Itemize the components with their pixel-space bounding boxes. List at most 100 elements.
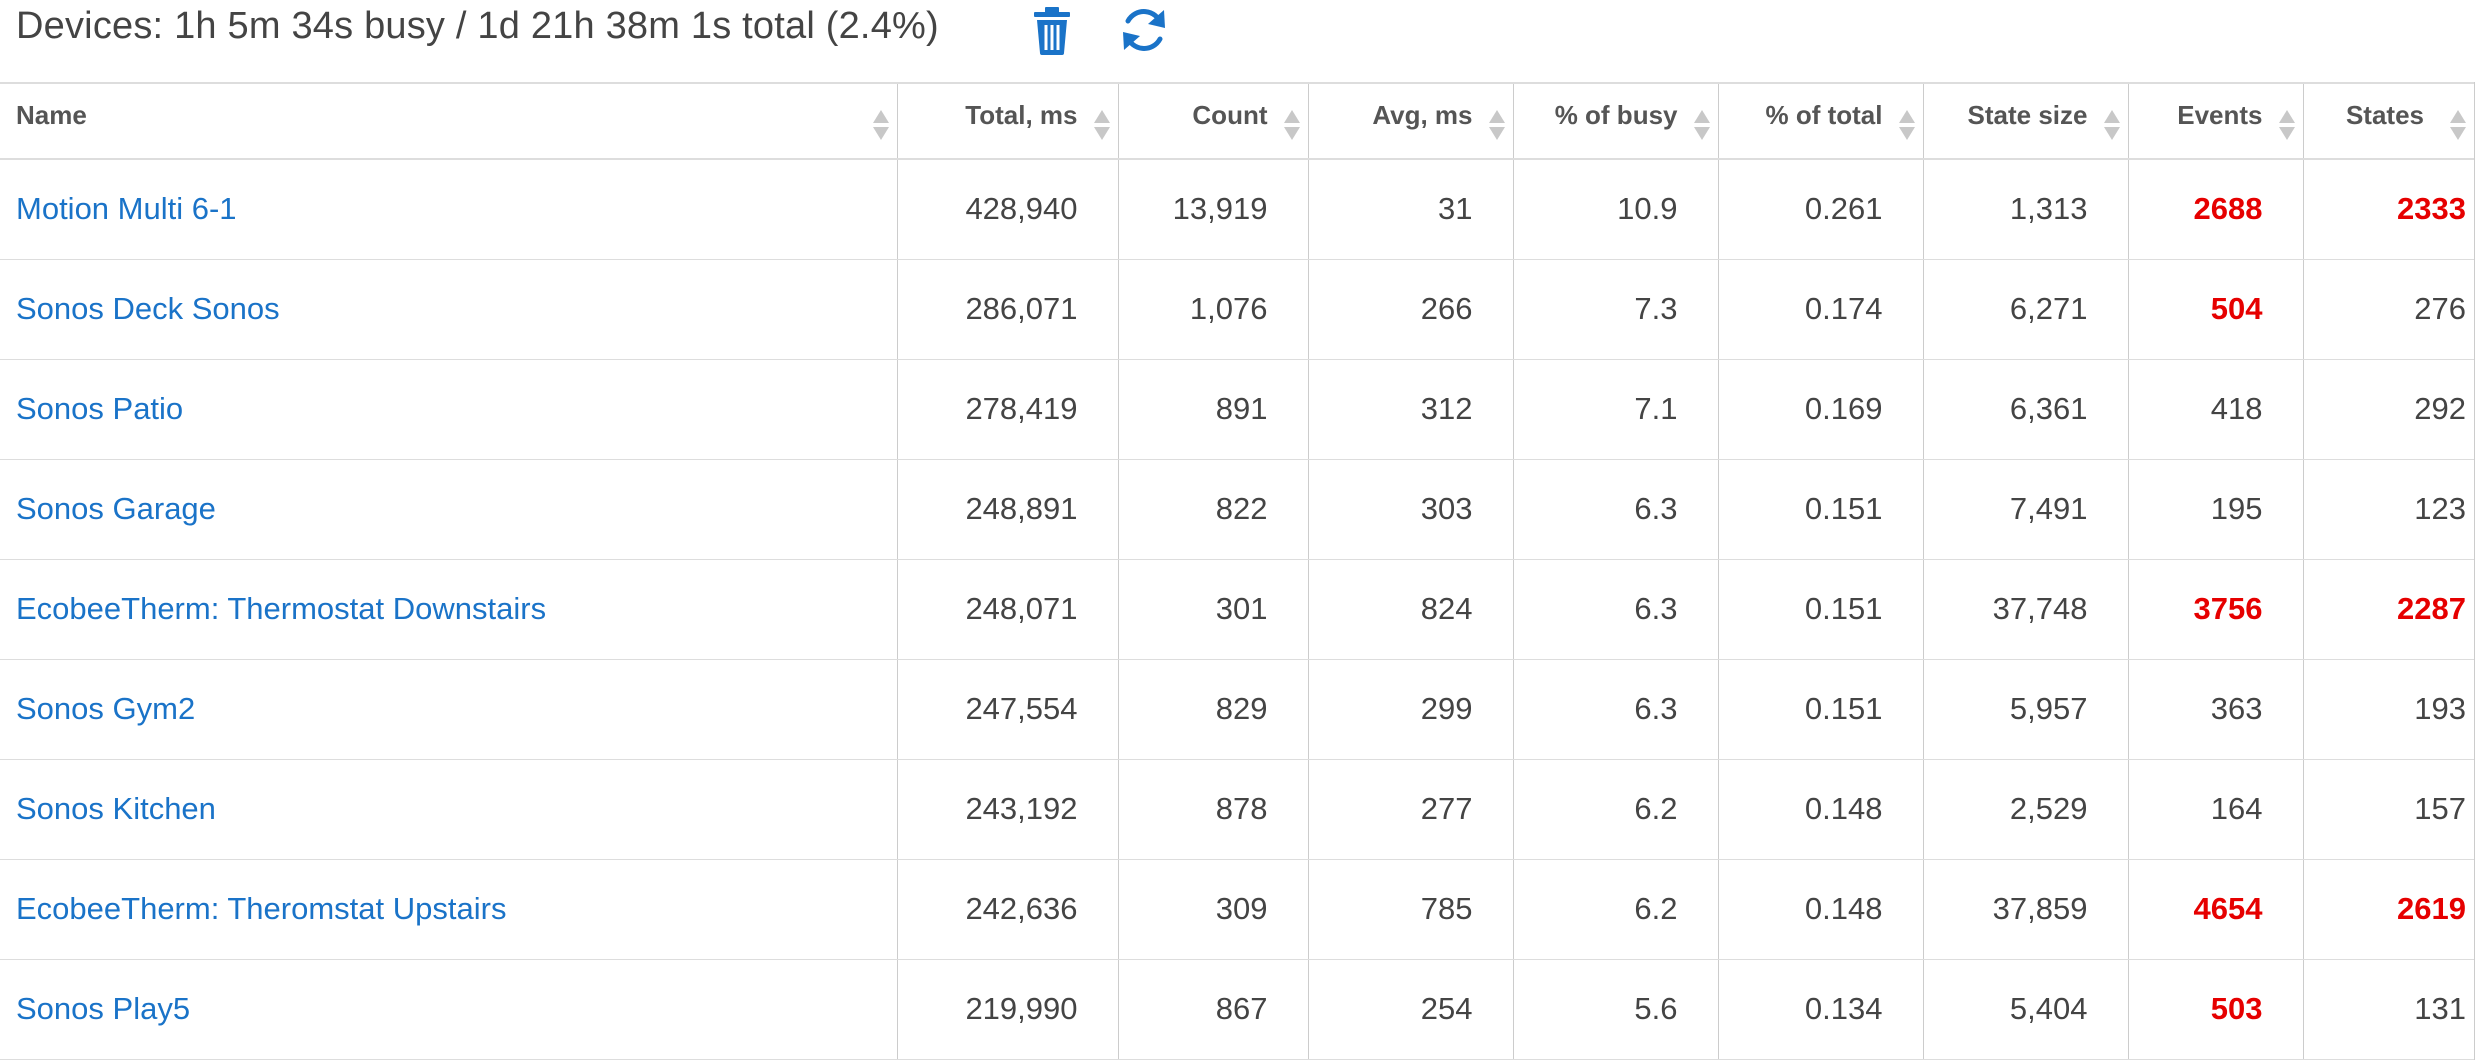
count-cell: 829: [1117, 659, 1308, 760]
column-header-states[interactable]: States: [2302, 82, 2474, 160]
pct-total-cell: 0.261: [1717, 159, 1923, 260]
pct-total-cell: 0.169: [1717, 359, 1923, 460]
states-cell: 123: [2302, 459, 2474, 560]
sort-icon[interactable]: [2103, 110, 2120, 144]
sort-icon[interactable]: [1488, 110, 1505, 144]
column-header-pct-total[interactable]: % of total: [1717, 82, 1923, 160]
total-ms-cell: 248,071: [896, 559, 1118, 660]
count-cell: 301: [1117, 559, 1308, 660]
states-cell: 276: [2302, 259, 2474, 360]
states-cell: 292: [2302, 359, 2474, 460]
total-ms-cell: 242,636: [896, 859, 1118, 960]
total-ms-cell: 248,891: [896, 459, 1118, 560]
pct-busy-cell: 7.3: [1512, 259, 1718, 360]
sort-icon[interactable]: [2278, 110, 2295, 144]
pct-total-cell: 0.148: [1717, 859, 1923, 960]
states-cell: 193: [2302, 659, 2474, 760]
device-link[interactable]: EcobeeTherm: Theromstat Upstairs: [16, 891, 507, 926]
device-name-cell: Sonos Kitchen: [0, 759, 897, 860]
avg-ms-cell: 824: [1307, 559, 1513, 660]
device-link[interactable]: Sonos Gym2: [16, 691, 196, 726]
events-cell: 363: [2127, 659, 2303, 760]
sort-icon[interactable]: [1283, 110, 1300, 144]
column-header-state-size[interactable]: State size: [1922, 82, 2128, 160]
pct-total-cell: 0.174: [1717, 259, 1923, 360]
device-link[interactable]: Sonos Play5: [16, 991, 191, 1026]
device-link[interactable]: Sonos Kitchen: [16, 791, 216, 826]
table-row: Sonos Play5 219,990 867 254 5.6 0.134 5,404 503…: [0, 959, 2474, 1060]
device-link[interactable]: Sonos Patio: [16, 391, 184, 426]
table-row: Sonos Patio 278,419 891 312 7.1 0.169 6,361 418…: [0, 359, 2474, 460]
devices-table: Name Total, ms Count Avg, ms % of busy %…: [0, 82, 2474, 1060]
table-row: Sonos Gym2 247,554 829 299 6.3 0.151 5,957 363 1…: [0, 659, 2474, 760]
device-name-cell: EcobeeTherm: Thermostat Downstairs: [0, 559, 897, 660]
state-size-cell: 6,361: [1922, 359, 2128, 460]
pct-busy-cell: 6.3: [1512, 659, 1718, 760]
table-row: Sonos Deck Sonos 286,071 1,076 266 7.3 0.174 6…: [0, 259, 2474, 360]
table-row: Sonos Garage 248,891 822 303 6.3 0.151 7,491 19…: [0, 459, 2474, 560]
column-header-avg-ms[interactable]: Avg, ms: [1307, 82, 1513, 160]
pct-total-cell: 0.151: [1717, 559, 1923, 660]
device-name-cell: Sonos Gym2: [0, 659, 897, 760]
device-name-cell: Motion Multi 6-1: [0, 159, 897, 260]
sort-icon[interactable]: [872, 110, 889, 144]
pct-busy-cell: 6.2: [1512, 759, 1718, 860]
states-cell: 2619: [2302, 859, 2474, 960]
column-header-name[interactable]: Name: [0, 82, 897, 160]
device-link[interactable]: Sonos Garage: [16, 491, 216, 526]
devices-table-container: Name Total, ms Count Avg, ms % of busy %…: [0, 82, 2475, 1060]
device-link[interactable]: Motion Multi 6-1: [16, 191, 237, 227]
count-cell: 867: [1117, 959, 1308, 1060]
page-header: Devices: 1h 5m 34s busy / 1d 21h 38m 1s …: [0, 0, 2480, 82]
pct-busy-cell: 10.9: [1512, 159, 1718, 260]
page-title: Devices: 1h 5m 34s busy / 1d 21h 38m 1s …: [16, 4, 939, 47]
column-header-count[interactable]: Count: [1117, 82, 1308, 160]
state-size-cell: 7,491: [1922, 459, 2128, 560]
events-cell: 195: [2127, 459, 2303, 560]
device-link[interactable]: EcobeeTherm: Thermostat Downstairs: [16, 591, 547, 626]
events-cell: 2688: [2127, 159, 2303, 260]
device-link[interactable]: Sonos Deck Sonos: [16, 291, 280, 326]
count-cell: 891: [1117, 359, 1308, 460]
total-ms-cell: 286,071: [896, 259, 1118, 360]
sort-icon[interactable]: [1093, 110, 1110, 144]
table-body: Motion Multi 6-1 428,940 13,919 31 10.9 0.261…: [0, 159, 2474, 1060]
pct-busy-cell: 5.6: [1512, 959, 1718, 1060]
trash-icon[interactable]: [1032, 6, 1072, 61]
device-name-cell: Sonos Patio: [0, 359, 897, 460]
column-header-total-ms[interactable]: Total, ms: [896, 82, 1118, 160]
total-ms-cell: 243,192: [896, 759, 1118, 860]
events-cell: 504: [2127, 259, 2303, 360]
device-name-cell: Sonos Garage: [0, 459, 897, 560]
avg-ms-cell: 303: [1307, 459, 1513, 560]
column-header-pct-busy[interactable]: % of busy: [1512, 82, 1718, 160]
refresh-icon[interactable]: [1118, 4, 1170, 61]
avg-ms-cell: 277: [1307, 759, 1513, 860]
total-ms-cell: 428,940: [896, 159, 1118, 260]
count-cell: 1,076: [1117, 259, 1308, 360]
sort-icon[interactable]: [1898, 110, 1915, 144]
avg-ms-cell: 31: [1307, 159, 1513, 260]
count-cell: 309: [1117, 859, 1308, 960]
state-size-cell: 1,313: [1922, 159, 2128, 260]
state-size-cell: 6,271: [1922, 259, 2128, 360]
pct-total-cell: 0.134: [1717, 959, 1923, 1060]
avg-ms-cell: 312: [1307, 359, 1513, 460]
avg-ms-cell: 266: [1307, 259, 1513, 360]
sort-icon[interactable]: [1693, 110, 1710, 144]
events-cell: 503: [2127, 959, 2303, 1060]
pct-busy-cell: 6.2: [1512, 859, 1718, 960]
sort-icon[interactable]: [2450, 110, 2466, 144]
state-size-cell: 37,859: [1922, 859, 2128, 960]
events-cell: 3756: [2127, 559, 2303, 660]
count-cell: 878: [1117, 759, 1308, 860]
count-cell: 13,919: [1117, 159, 1308, 260]
column-header-events[interactable]: Events: [2127, 82, 2303, 160]
state-size-cell: 5,957: [1922, 659, 2128, 760]
events-cell: 418: [2127, 359, 2303, 460]
states-cell: 131: [2302, 959, 2474, 1060]
pct-busy-cell: 6.3: [1512, 559, 1718, 660]
table-row: Sonos Kitchen 243,192 878 277 6.2 0.148 2,529 1…: [0, 759, 2474, 860]
pct-busy-cell: 6.3: [1512, 459, 1718, 560]
table-row: EcobeeTherm: Thermostat Downstairs 248,07…: [0, 559, 2474, 660]
